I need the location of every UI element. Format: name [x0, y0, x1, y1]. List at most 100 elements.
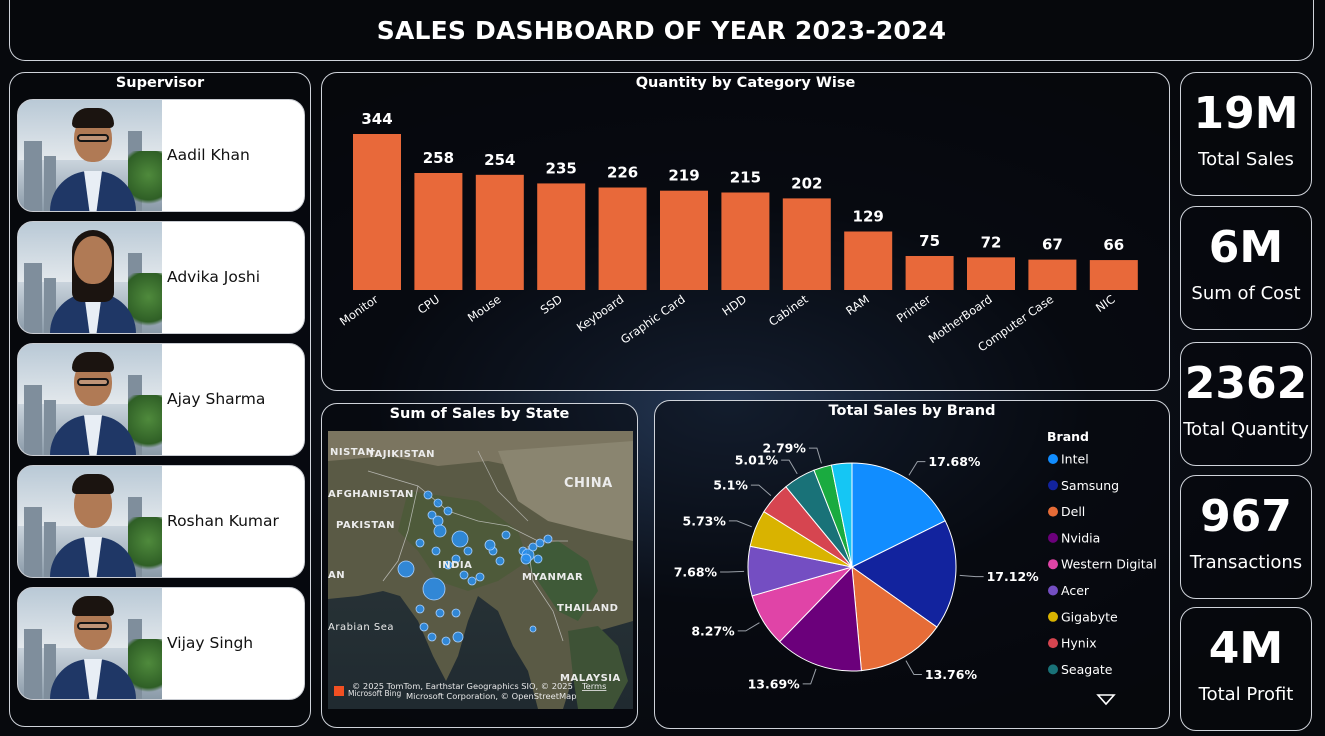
map-bubble[interactable]	[484, 539, 496, 551]
map-bubble[interactable]	[528, 542, 538, 552]
kpi-label: Total Sales	[1198, 149, 1294, 170]
map-bubble[interactable]	[423, 490, 433, 500]
brand-pie-chart: 17.68% 17.12% 13.76% 13.69% 8.27% 7.68% 5.73% 5…	[674, 429, 1157, 706]
map-bubble[interactable]	[451, 608, 461, 618]
supervisor-photo	[18, 588, 162, 699]
pie-slice[interactable]	[851, 520, 957, 628]
map-bubble[interactable]	[443, 560, 453, 570]
legend-item[interactable]: Samsung	[1061, 478, 1119, 493]
bar-data-label: 202	[791, 174, 822, 192]
pie-data-label: 5.1%	[713, 478, 748, 493]
pie-leader-line	[959, 574, 984, 578]
legend-item[interactable]: Dell	[1061, 504, 1085, 519]
supervisor-name: Aadil Khan	[167, 146, 250, 164]
map-bubble[interactable]	[415, 604, 425, 614]
bar-data-label: 67	[1042, 236, 1063, 254]
map-bubble[interactable]	[432, 515, 444, 527]
bar[interactable]	[1089, 260, 1138, 290]
map-bubble[interactable]	[422, 577, 446, 601]
map-bubble[interactable]	[441, 636, 451, 646]
map-bubble[interactable]	[397, 560, 415, 578]
bar[interactable]	[660, 190, 708, 290]
legend-marker	[1048, 664, 1058, 675]
map-place-label: PAKISTAN	[336, 520, 395, 531]
legend-marker	[1048, 506, 1058, 517]
bar[interactable]	[353, 134, 401, 290]
legend-item[interactable]: Acer	[1061, 583, 1090, 598]
bar-data-label: 258	[423, 149, 454, 167]
map-bubble[interactable]	[433, 524, 447, 538]
pie-slice[interactable]	[830, 462, 853, 568]
supervisor-card[interactable]: Vijay Singh	[17, 587, 305, 700]
map-bubble[interactable]	[529, 625, 537, 633]
map-terms-link[interactable]: Terms	[581, 681, 606, 691]
legend-item[interactable]: Hynix	[1061, 636, 1097, 651]
map-bubble[interactable]	[451, 554, 461, 564]
pie-slice[interactable]	[778, 565, 862, 672]
map-bubble[interactable]	[533, 554, 543, 564]
map-attribution-line2: Microsoft Corporation, © OpenStreetMap	[406, 691, 577, 701]
supervisor-card[interactable]: Advika Joshi	[17, 221, 305, 334]
map-bubble[interactable]	[467, 576, 477, 586]
bar[interactable]	[598, 187, 647, 290]
pie-leader-line	[905, 660, 922, 675]
map-bubble[interactable]	[535, 538, 545, 548]
bar[interactable]	[782, 198, 831, 290]
legend-item[interactable]: Seagate	[1061, 662, 1113, 677]
map-bubble[interactable]	[459, 570, 469, 580]
map-bubble[interactable]	[501, 530, 511, 540]
kpi-label: Sum of Cost	[1191, 283, 1301, 304]
bar[interactable]	[967, 257, 1015, 290]
category-tick-label: HDD	[719, 292, 749, 319]
bar-data-label: 66	[1103, 236, 1124, 254]
legend-item[interactable]: Intel	[1061, 452, 1089, 467]
bar[interactable]	[905, 255, 954, 290]
map-bubble[interactable]	[495, 556, 505, 566]
map-bubble[interactable]	[431, 546, 441, 556]
bar[interactable]	[844, 231, 893, 291]
map-bubble[interactable]	[415, 538, 425, 548]
map-bubble[interactable]	[543, 534, 553, 544]
map-bubble[interactable]	[463, 546, 473, 556]
map-place-label: TAJIKISTAN	[368, 449, 435, 460]
map-bubble[interactable]	[433, 498, 443, 508]
supervisor-card[interactable]: Aadil Khan	[17, 99, 305, 212]
map-bubble[interactable]	[452, 631, 464, 643]
bar-data-label: 129	[853, 208, 884, 226]
legend-item[interactable]: Western Digital	[1061, 557, 1157, 572]
sales-map[interactable]: NISTAN TAJIKISTAN AFGHANISTAN PAKISTAN CHINA…	[328, 431, 633, 709]
category-tick-label: Graphic Card	[618, 292, 688, 347]
pie-slice[interactable]	[851, 565, 938, 672]
map-bubble[interactable]	[520, 553, 532, 565]
map-bubble[interactable]	[451, 530, 469, 548]
kpi-value: 4M	[1208, 623, 1284, 674]
map-bubble[interactable]	[419, 622, 429, 632]
map-bubble[interactable]	[443, 506, 453, 516]
legend-item[interactable]: Nvidia	[1061, 530, 1100, 545]
pie-leader-line	[808, 447, 822, 464]
map-place-label: CHINA	[564, 476, 613, 491]
bar[interactable]	[1028, 259, 1077, 290]
legend-item[interactable]: Gigabyte	[1061, 609, 1118, 624]
supervisor-card[interactable]: Roshan Kumar	[17, 465, 305, 578]
kpi-card-transactions: 967 Transactions	[1180, 475, 1312, 599]
legend-scroll-down-icon[interactable]	[1096, 694, 1116, 706]
supervisor-card[interactable]: Ajay Sharma	[17, 343, 305, 456]
pie-data-label: 8.27%	[691, 623, 735, 638]
map-bubble[interactable]	[427, 510, 437, 520]
map-bubble[interactable]	[435, 608, 445, 618]
map-place-label: MYANMAR	[522, 572, 583, 583]
bar[interactable]	[414, 173, 463, 290]
bar[interactable]	[537, 183, 586, 290]
map-place-label: Arabian Sea	[328, 622, 394, 633]
pie-slice[interactable]	[851, 462, 946, 568]
map-place-label: THAILAND	[557, 603, 618, 614]
map-bubble[interactable]	[427, 632, 437, 642]
kpi-label: Total Profit	[1198, 684, 1294, 705]
bar[interactable]	[475, 174, 524, 290]
supervisor-title: Supervisor	[115, 75, 205, 91]
category-tick-label: Keyboard	[574, 292, 626, 334]
supervisor-photo	[18, 222, 162, 333]
bar[interactable]	[721, 192, 770, 291]
map-bubble[interactable]	[475, 572, 485, 582]
